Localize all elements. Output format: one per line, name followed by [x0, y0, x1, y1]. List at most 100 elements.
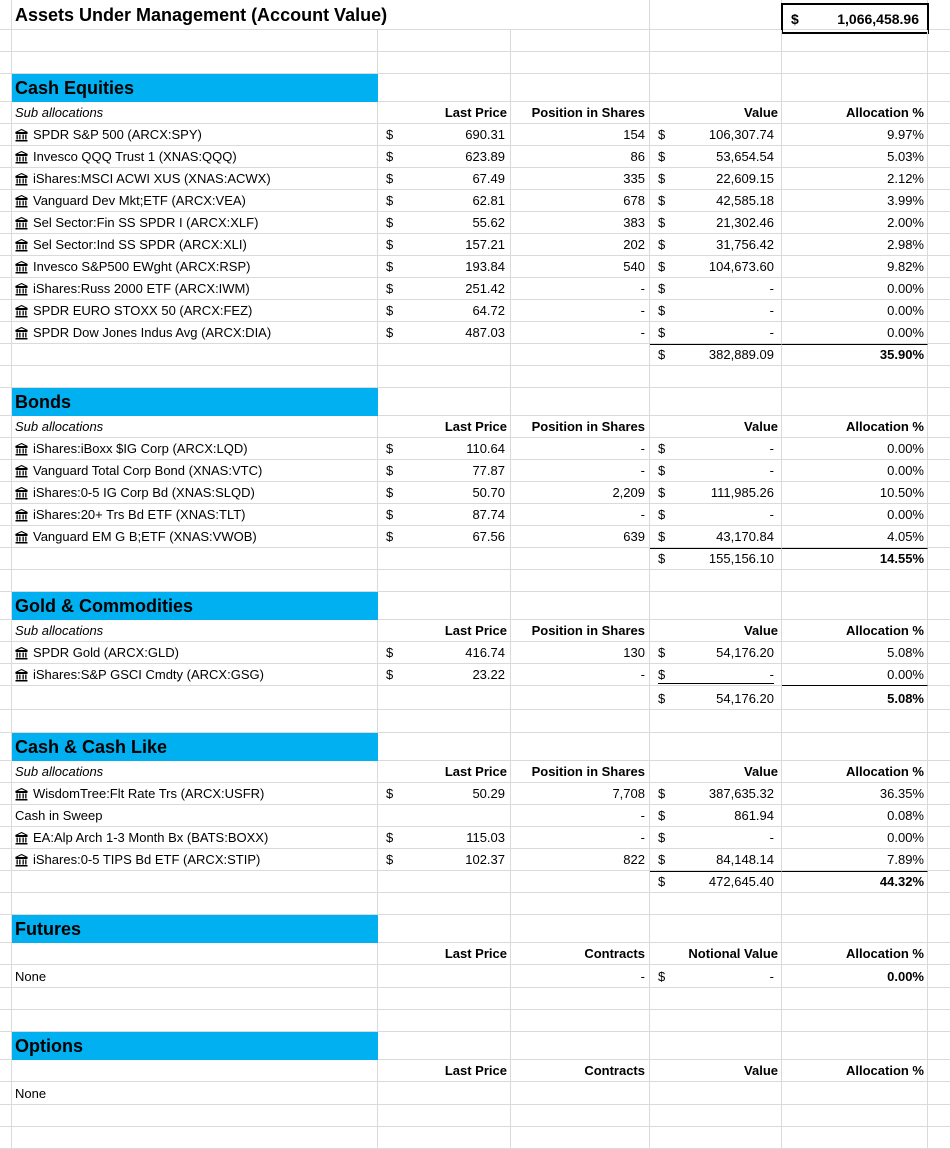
cell-d[interactable]: 202 [511, 234, 650, 256]
cell-b[interactable]: WisdomTree:Flt Rate Trs (ARCX:USFR) [12, 783, 378, 805]
cell-d[interactable]: - [511, 827, 650, 849]
cell-b[interactable]: iShares:S&P GSCI Cmdty (ARCX:GSG) [12, 664, 378, 686]
cell-e[interactable] [650, 570, 782, 592]
cell-c[interactable]: $50.70 [378, 482, 511, 504]
cell-e[interactable] [650, 52, 782, 74]
cell-f[interactable] [782, 710, 928, 733]
cell-d[interactable] [511, 30, 650, 52]
cell-e[interactable] [650, 1082, 782, 1105]
cell-f[interactable] [782, 30, 928, 52]
cell-g[interactable] [928, 322, 950, 344]
cell-d[interactable] [511, 366, 650, 388]
cell-b[interactable]: None [12, 965, 378, 988]
cell-d[interactable]: 822 [511, 849, 650, 871]
cell-g[interactable] [928, 256, 950, 278]
cell-b[interactable]: iShares:Russ 2000 ETF (ARCX:IWM) [12, 278, 378, 300]
cell-c[interactable]: $67.49 [378, 168, 511, 190]
cell-b[interactable]: Invesco S&P500 EWght (ARCX:RSP) [12, 256, 378, 278]
cell-f[interactable]: 35.90% [782, 344, 928, 366]
cell-a[interactable] [0, 52, 12, 74]
cell-c[interactable]: Last Price [378, 102, 511, 124]
cell-g[interactable] [928, 438, 950, 460]
cell-f[interactable]: 10.50% [782, 482, 928, 504]
cell-f[interactable]: Allocation % [782, 761, 928, 783]
cell-d[interactable] [511, 686, 650, 710]
cell-e[interactable]: $ - [650, 827, 782, 849]
cell-f[interactable] [782, 893, 928, 915]
cell-b[interactable] [12, 344, 378, 366]
cell-f[interactable] [782, 366, 928, 388]
cell-d[interactable]: - [511, 504, 650, 526]
cell-c[interactable]: $110.64 [378, 438, 511, 460]
cell-g[interactable] [928, 74, 950, 102]
cell-g[interactable] [928, 893, 950, 915]
cell-d[interactable] [511, 548, 650, 570]
cell-g[interactable] [928, 592, 950, 620]
cell-f[interactable]: 0.00% [782, 322, 928, 344]
cell-a[interactable] [0, 548, 12, 570]
cell-e[interactable]: $472,645.40 [650, 871, 782, 893]
cell-e[interactable]: $43,170.84 [650, 526, 782, 548]
cell-g[interactable] [928, 827, 950, 849]
cell-a[interactable] [0, 988, 12, 1010]
cell-c[interactable]: $102.37 [378, 849, 511, 871]
cell-g[interactable] [928, 805, 950, 827]
cell-a[interactable] [0, 805, 12, 827]
cell-f[interactable]: 4.05% [782, 526, 928, 548]
cell-b[interactable]: Gold & Commodities [12, 592, 378, 620]
cell-f[interactable]: 9.97% [782, 124, 928, 146]
cell-c[interactable]: Last Price [378, 943, 511, 965]
cell-f[interactable]: 0.00% [782, 300, 928, 322]
cell-a[interactable] [0, 686, 12, 710]
cell-f[interactable]: 14.55% [782, 548, 928, 570]
cell-d[interactable] [511, 710, 650, 733]
cell-g[interactable] [928, 278, 950, 300]
cell-b[interactable]: EA:Alp Arch 1-3 Month Bx (BATS:BOXX) [12, 827, 378, 849]
cell-g[interactable] [928, 1127, 950, 1149]
cell-a[interactable] [0, 30, 12, 52]
cell-c[interactable] [378, 30, 511, 52]
cell-d[interactable]: - [511, 460, 650, 482]
cell-e[interactable]: $ - [650, 438, 782, 460]
cell-c[interactable]: $67.56 [378, 526, 511, 548]
cell-a[interactable] [0, 783, 12, 805]
cell-e[interactable]: $111,985.26 [650, 482, 782, 504]
cell-e[interactable]: Value [650, 1060, 782, 1082]
cell-f[interactable]: Allocation % [782, 943, 928, 965]
cell-d[interactable] [511, 570, 650, 592]
cell-a[interactable] [0, 710, 12, 733]
cell-b[interactable]: Sel Sector:Ind SS SPDR (ARCX:XLI) [12, 234, 378, 256]
cell-a[interactable] [0, 827, 12, 849]
cell-e[interactable]: $ - [650, 460, 782, 482]
cell-c[interactable]: $416.74 [378, 642, 511, 664]
cell-g[interactable] [928, 52, 950, 74]
cell-a[interactable] [0, 300, 12, 322]
cell-g[interactable] [928, 388, 950, 416]
cell-b[interactable] [12, 1105, 378, 1127]
cell-a[interactable] [0, 416, 12, 438]
cell-g[interactable] [928, 102, 950, 124]
cell-b[interactable]: iShares:0-5 IG Corp Bd (XNAS:SLQD) [12, 482, 378, 504]
cell-g[interactable] [928, 871, 950, 893]
cell-c[interactable] [378, 988, 511, 1010]
cell-d[interactable]: Contracts [511, 943, 650, 965]
cell-f[interactable] [782, 988, 928, 1010]
cell-e[interactable]: $53,654.54 [650, 146, 782, 168]
cell-c[interactable]: $23.22 [378, 664, 511, 686]
cell-f[interactable]: 0.00% [782, 438, 928, 460]
cell-g[interactable] [928, 548, 950, 570]
cell-c[interactable] [378, 74, 511, 102]
cell-a[interactable] [0, 620, 12, 642]
cell-d[interactable] [511, 915, 650, 943]
cell-a[interactable] [0, 1032, 12, 1060]
cell-c[interactable]: Last Price [378, 620, 511, 642]
cell-f[interactable]: Allocation % [782, 416, 928, 438]
cell-a[interactable] [0, 322, 12, 344]
cell-e[interactable]: $106,307.74 [650, 124, 782, 146]
cell-f[interactable] [782, 570, 928, 592]
cell-d[interactable]: Contracts [511, 1060, 650, 1082]
cell-b[interactable]: Futures [12, 915, 378, 943]
cell-a[interactable] [0, 0, 12, 30]
cell-a[interactable] [0, 965, 12, 988]
cell-d[interactable]: 678 [511, 190, 650, 212]
